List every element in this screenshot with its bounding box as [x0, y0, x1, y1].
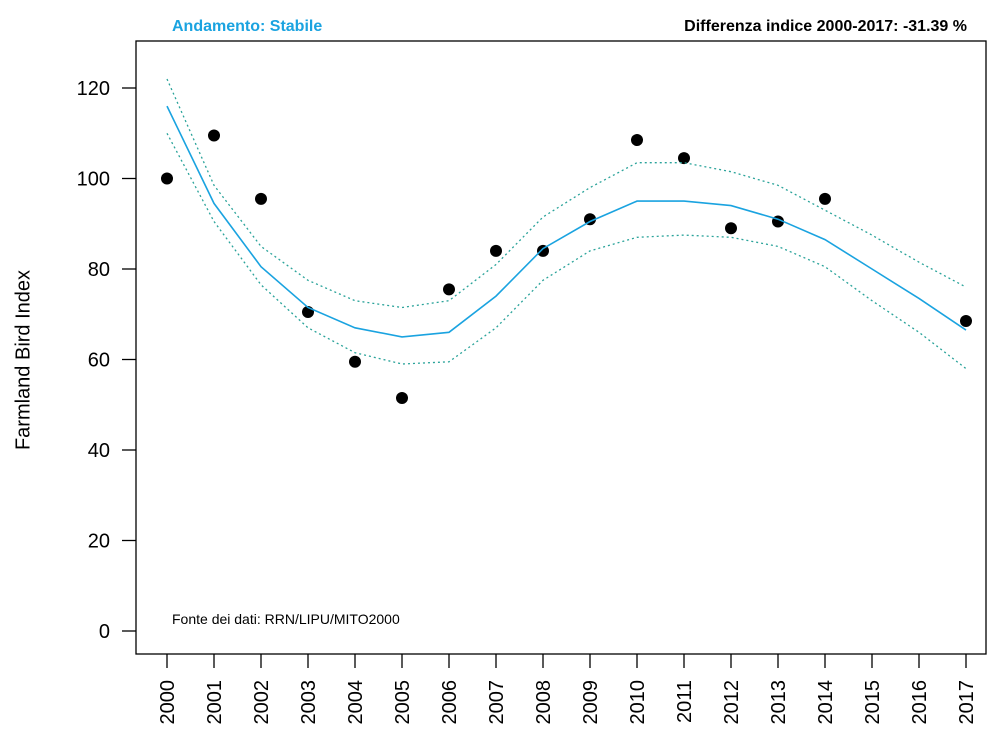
trend-value: Stabile — [269, 18, 323, 35]
data-point — [349, 355, 361, 368]
x-tick-label: 2011 — [674, 680, 696, 723]
y-tick-label: 80 — [88, 259, 110, 281]
data-point — [537, 244, 549, 257]
difference-header: Differenza indice 2000-2017: -31.39 % — [684, 18, 967, 36]
x-tick-label: 2014 — [815, 680, 837, 725]
y-tick-label: 40 — [88, 440, 110, 462]
data-point — [255, 192, 267, 205]
data-point — [584, 213, 596, 226]
x-tick-label: 2010 — [627, 680, 649, 725]
y-tick-label: 0 — [99, 621, 110, 643]
data-point — [208, 129, 220, 142]
x-tick-label: 2007 — [486, 680, 508, 725]
y-tick-label: 20 — [88, 531, 110, 553]
data-point — [678, 152, 690, 165]
trend-line — [166, 105, 967, 338]
x-tick-label: 2016 — [909, 680, 931, 725]
y-tick-label: 60 — [88, 350, 110, 372]
x-tick-label: 2013 — [768, 680, 790, 725]
source-note: Fonte dei dati: RRN/LIPU/MITO2000 — [172, 611, 400, 627]
trend-label: Andamento: — [172, 18, 266, 35]
x-tick-label: 2008 — [533, 680, 555, 725]
x-tick-label: 2002 — [251, 680, 273, 725]
x-tick-label: 2006 — [439, 680, 461, 725]
x-tick-label: 2005 — [392, 680, 414, 725]
x-tick-label: 2003 — [298, 680, 320, 725]
difference-label: Differenza indice 2000-2017: — [684, 18, 899, 35]
data-point — [396, 391, 408, 404]
x-tick-label: 2009 — [580, 680, 602, 725]
data-point — [960, 315, 972, 328]
data-point — [161, 172, 173, 185]
y-tick-label: 100 — [77, 169, 110, 191]
x-tick-label: 2001 — [204, 680, 226, 725]
data-point — [490, 244, 502, 257]
data-point — [631, 134, 643, 147]
x-tick-label: 2004 — [345, 680, 367, 725]
confidence-lower-line — [166, 132, 967, 370]
y-tick-label: 120 — [77, 78, 110, 100]
data-point — [819, 192, 831, 205]
x-tick-label: 2000 — [157, 680, 179, 725]
data-point — [725, 222, 737, 235]
data-point — [443, 283, 455, 296]
confidence-upper-line — [166, 78, 967, 309]
x-tick-label: 2017 — [956, 680, 978, 725]
x-tick-label: 2012 — [721, 680, 743, 725]
plot-frame — [135, 40, 987, 655]
trend-header: Andamento: Stabile — [172, 18, 322, 36]
difference-value: -31.39 % — [902, 18, 967, 35]
x-tick-label: 2015 — [862, 680, 884, 725]
y-axis-label: Farmland Bird Index — [12, 269, 35, 451]
